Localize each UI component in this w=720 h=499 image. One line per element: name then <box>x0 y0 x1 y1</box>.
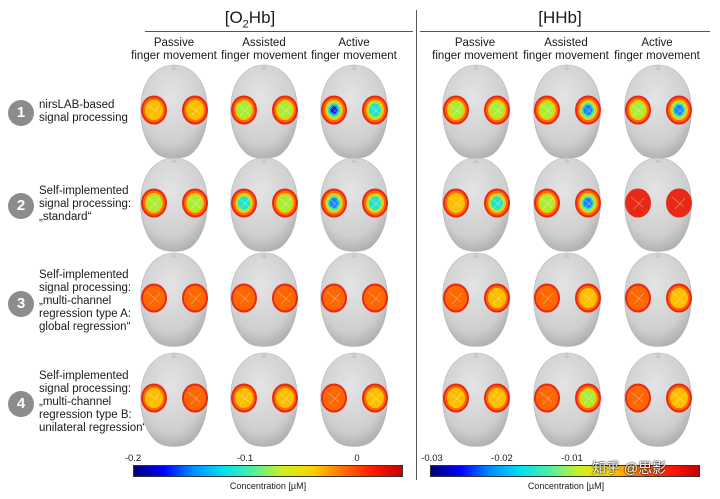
row-label-line: regression type B: <box>39 409 132 421</box>
column-label-line1: Active <box>641 37 673 49</box>
row-label-line: Self-implemented <box>39 269 129 281</box>
head-map <box>140 157 208 252</box>
colorbar-tick: -0.01 <box>561 453 583 464</box>
row-number-badge: 2 <box>8 193 34 219</box>
column-label-line1: Assisted <box>242 37 286 49</box>
column-label-line1: Passive <box>454 37 496 49</box>
head-map <box>320 157 388 252</box>
panel-title-o2hb-subscript: 2 <box>242 18 249 31</box>
row-label-line: nirsLAB-based <box>39 99 115 111</box>
head-map <box>442 64 510 159</box>
row-label: nirsLAB-based signal processing <box>39 99 157 125</box>
row-number-badge: 3 <box>8 291 34 317</box>
colorbar-tick: -0.2 <box>124 453 142 464</box>
head-map <box>230 64 298 159</box>
row-label-line: signal processing <box>39 112 128 124</box>
row-label-line: Self-implemented <box>39 370 129 382</box>
colorbar-label: Concentration [µM] <box>229 481 307 491</box>
row-number-badge: 1 <box>8 100 34 126</box>
panel-title-o2hb: [O2Hb] <box>150 8 350 30</box>
column-label: Active finger movement <box>302 37 406 63</box>
head-map <box>140 252 208 347</box>
column-label-line1: Passive <box>153 37 195 49</box>
colorbar-tick: -0.02 <box>491 453 513 464</box>
row-label-line: signal processing: <box>39 282 132 294</box>
row-label-line: regression type A: <box>39 308 132 320</box>
column-label-line2: finger movement <box>131 50 217 62</box>
head-map <box>442 157 510 252</box>
column-label-line2: finger movement <box>221 50 307 62</box>
row-label-line: unilateral regression“ <box>39 422 147 434</box>
head-map <box>320 352 388 447</box>
row-label-line: signal processing: <box>39 383 132 395</box>
head-map <box>230 252 298 347</box>
head-map <box>624 157 692 252</box>
colorbar-o2hb <box>133 465 403 477</box>
head-map <box>533 64 601 159</box>
head-map <box>533 352 601 447</box>
head-map <box>442 252 510 347</box>
head-map <box>624 64 692 159</box>
row-label: Self-implemented signal processing: „mul… <box>39 269 157 334</box>
column-label: Assisted finger movement <box>514 37 618 63</box>
header-rule-left <box>145 31 413 32</box>
column-label-line2: finger movement <box>311 50 397 62</box>
head-map <box>624 352 692 447</box>
column-label-line2: finger movement <box>432 50 518 62</box>
head-map <box>533 252 601 347</box>
header-rule-right <box>420 31 710 32</box>
row-label-line: „standard“ <box>39 211 92 223</box>
head-map <box>320 252 388 347</box>
column-label: Assisted finger movement <box>212 37 316 63</box>
panel-title-o2hb-suffix: Hb] <box>248 8 276 27</box>
column-label: Passive finger movement <box>122 37 226 63</box>
colorbar-hhb <box>430 465 700 477</box>
head-map <box>140 64 208 159</box>
panel-title-o2hb-prefix: [O <box>224 8 243 27</box>
head-map <box>140 352 208 447</box>
panel-divider <box>416 10 417 480</box>
row-label-line: signal processing: <box>39 198 132 210</box>
panel-title-hhb-prefix: [HHb] <box>538 8 582 27</box>
head-map <box>230 157 298 252</box>
row-number-badge: 4 <box>8 391 34 417</box>
head-map <box>624 252 692 347</box>
watermark: 知乎 @思影 <box>592 460 667 476</box>
head-map <box>320 64 388 159</box>
head-map <box>442 352 510 447</box>
column-label-line2: finger movement <box>523 50 609 62</box>
column-label: Active finger movement <box>605 37 709 63</box>
head-map <box>533 157 601 252</box>
row-label-line: global regression“ <box>39 321 131 333</box>
column-label-line1: Active <box>338 37 370 49</box>
colorbar-tick: -0.03 <box>421 453 443 464</box>
row-label-line: Self-implemented <box>39 185 129 197</box>
row-label: Self-implemented signal processing: „mul… <box>39 370 157 435</box>
column-label: Passive finger movement <box>423 37 527 63</box>
row-label: Self-implemented signal processing: „sta… <box>39 185 157 224</box>
colorbar-label: Concentration [µM] <box>527 481 605 491</box>
colorbar-tick: 0 <box>354 453 360 464</box>
column-label-line1: Assisted <box>544 37 588 49</box>
head-map <box>230 352 298 447</box>
column-label-line2: finger movement <box>614 50 700 62</box>
row-label-line: „multi-channel <box>39 295 112 307</box>
row-label-line: „multi-channel <box>39 396 112 408</box>
colorbar-tick: -0.1 <box>236 453 254 464</box>
panel-title-hhb: [HHb] <box>460 8 660 28</box>
